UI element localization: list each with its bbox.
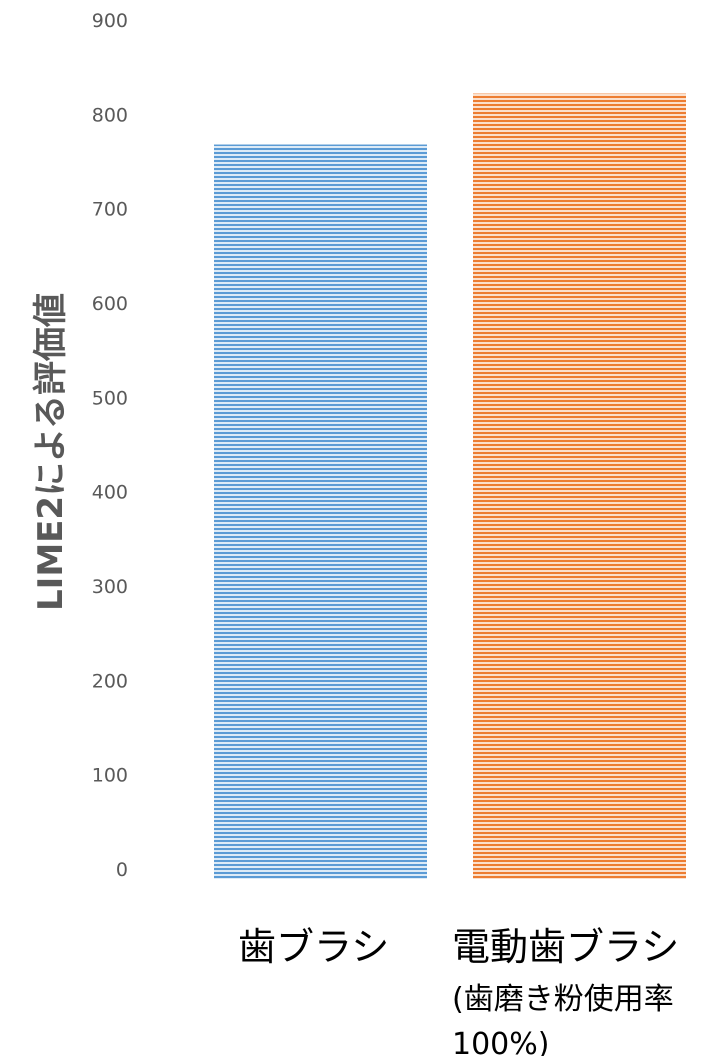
y-tick-label: 800 bbox=[92, 104, 128, 126]
bar-1 bbox=[214, 144, 427, 879]
bars bbox=[214, 93, 686, 879]
y-tick-label: 400 bbox=[92, 482, 128, 504]
category-label: 電動歯ブラシ bbox=[452, 925, 679, 969]
y-tick-label: 900 bbox=[92, 10, 128, 32]
y-tick-label: 0 bbox=[116, 859, 128, 881]
y-tick-label: 200 bbox=[92, 670, 128, 692]
category-label: 歯ブラシ bbox=[238, 925, 389, 969]
bar-2 bbox=[473, 93, 686, 879]
y-tick-label: 500 bbox=[92, 387, 128, 409]
y-axis-label: LIME2による評価値 bbox=[31, 293, 71, 611]
category-label: (歯磨き粉使用率 bbox=[452, 982, 674, 1017]
y-tick-label: 600 bbox=[92, 293, 128, 315]
y-tick-label: 300 bbox=[92, 576, 128, 598]
y-tick-label: 700 bbox=[92, 199, 128, 221]
x-axis-labels: 歯ブラシ 電動歯ブラシ (歯磨き粉使用率 100%) bbox=[238, 925, 679, 1056]
y-axis-ticks: 0 100 200 300 400 500 600 700 800 900 bbox=[92, 10, 128, 881]
category-label: 100%) bbox=[452, 1027, 549, 1056]
y-tick-label: 100 bbox=[92, 765, 128, 787]
